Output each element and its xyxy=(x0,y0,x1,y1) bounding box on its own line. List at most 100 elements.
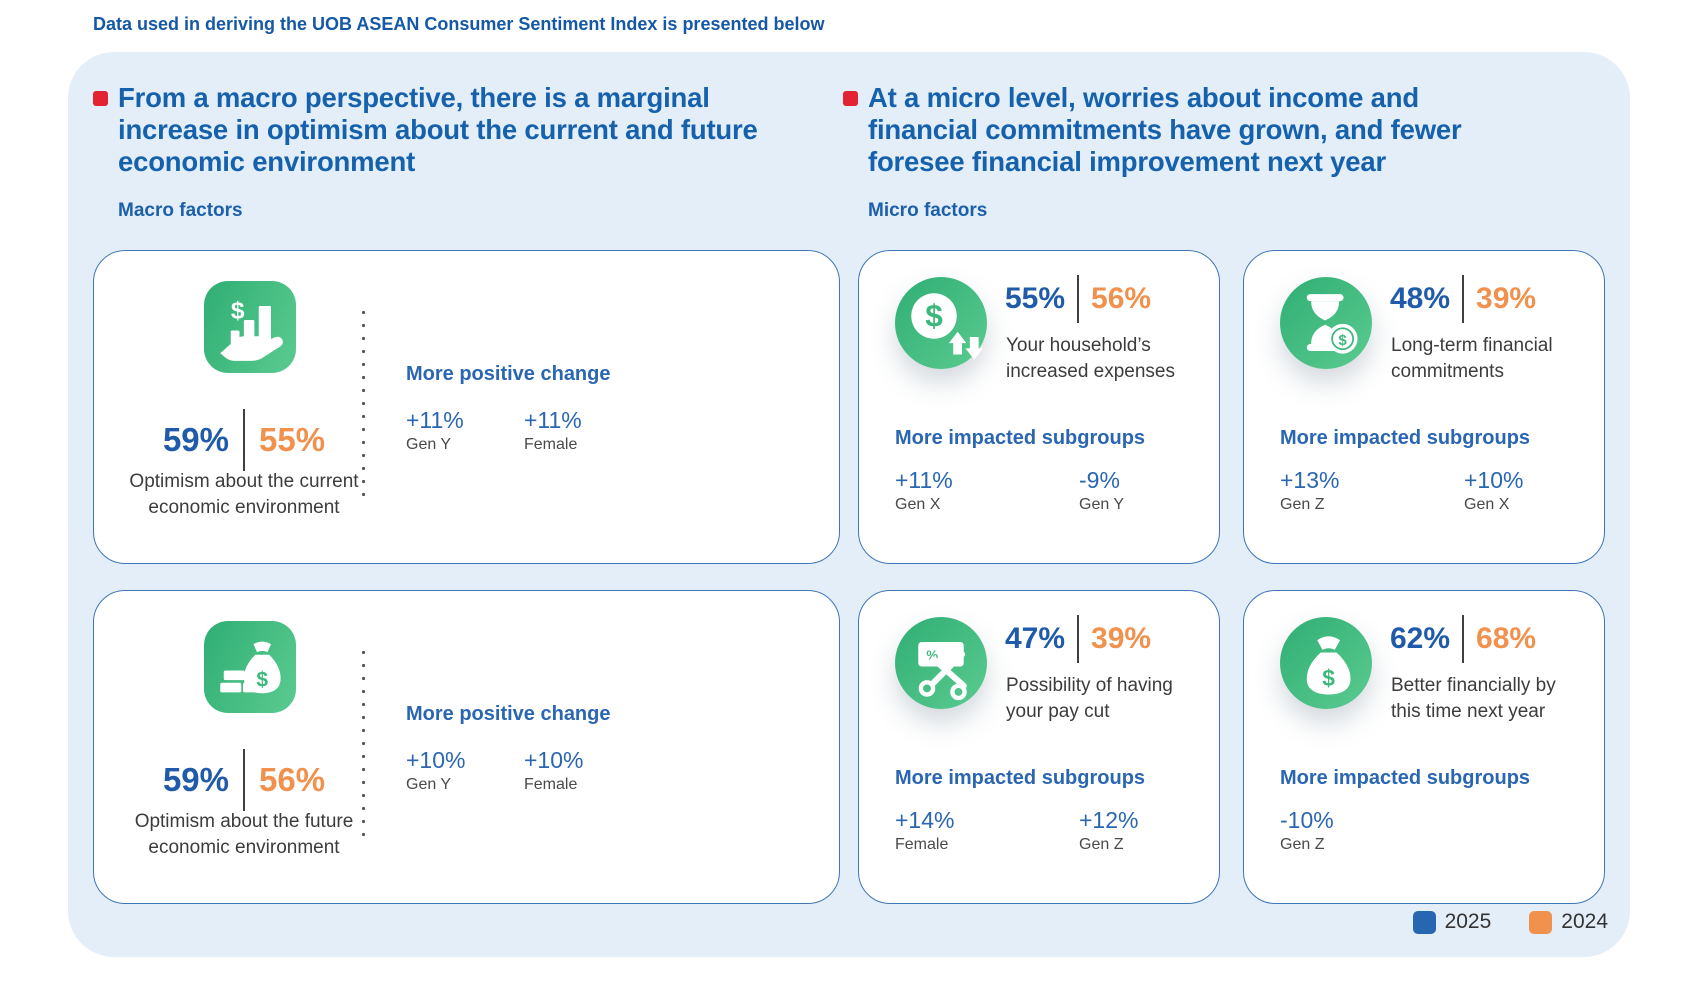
value-divider xyxy=(243,749,245,811)
hourglass-coin-icon: $ xyxy=(1280,277,1372,369)
percent-comparison: 62% 68% xyxy=(1390,615,1536,663)
subgroup-label: Gen Z xyxy=(1280,836,1325,853)
subgroup-item: +13% Gen Z xyxy=(1280,467,1339,514)
subgroup-item: +12% Gen Z xyxy=(1079,807,1138,854)
subgroup-title: More impacted subgroups xyxy=(895,767,1146,789)
macro-card-future-economy: $ 59% 56% Optimism about the future econ… xyxy=(93,590,840,904)
svg-text:$: $ xyxy=(231,297,245,324)
micro-heading-text: At a micro level, worries about income a… xyxy=(868,82,1462,178)
subgroup-item: +11% Gen Y xyxy=(406,407,464,454)
subgroup-label: Female xyxy=(524,776,578,793)
value-divider xyxy=(1077,275,1080,323)
legend-label-2025: 2025 xyxy=(1444,910,1492,933)
card-caption: Possibility of having your pay cut xyxy=(1006,675,1173,722)
subgroup-value: +11% xyxy=(406,407,464,433)
card-caption: Long-term financial commitments xyxy=(1391,335,1553,382)
subgroup-value: +14% xyxy=(895,807,955,833)
value-2024: 39% xyxy=(1476,282,1537,315)
micro-factors-label: Micro factors xyxy=(868,200,988,221)
subgroup-label: Gen Z xyxy=(1280,496,1325,513)
money-bag-icon: $ xyxy=(1280,617,1372,709)
subgroup-label: Gen Y xyxy=(406,776,452,793)
red-bullet-icon xyxy=(93,91,108,106)
card-caption: Optimism about the future economic envir… xyxy=(134,811,354,858)
subgroup-value: +10% xyxy=(524,747,584,773)
subgroup-value: -10% xyxy=(1280,807,1334,833)
subgroup-item: +11% Gen X xyxy=(895,467,953,514)
legend-label-2024: 2024 xyxy=(1561,910,1608,933)
value-2024: 39% xyxy=(1091,622,1152,655)
value-2024: 55% xyxy=(259,421,326,458)
percent-comparison: 55% 56% xyxy=(1005,275,1151,323)
value-divider xyxy=(243,409,245,471)
value-2025: 47% xyxy=(1005,622,1066,655)
legend: 2025 2024 xyxy=(1308,910,1608,934)
subgroup-title: More positive change xyxy=(406,703,611,725)
subgroup-label: Gen Y xyxy=(406,436,452,453)
macro-heading-text: From a macro perspective, there is a mar… xyxy=(118,82,758,178)
percent-comparison: 48% 39% xyxy=(1390,275,1536,323)
value-2024: 68% xyxy=(1476,622,1537,655)
subgroup-value: +10% xyxy=(406,747,466,773)
svg-text:$: $ xyxy=(256,668,268,691)
subgroup-value: +11% xyxy=(524,407,582,433)
subgroup-label: Female xyxy=(895,836,949,853)
micro-card-household-expenses: $ 55% 56% Your household’s increased exp… xyxy=(858,250,1220,564)
subgroup-label: Gen Z xyxy=(1079,836,1124,853)
dollar-up-down-arrows-icon: $ xyxy=(895,277,987,369)
legend-swatch-2024 xyxy=(1529,910,1553,934)
card-caption: Optimism about the current economic envi… xyxy=(129,471,359,518)
value-divider xyxy=(1462,615,1465,663)
subgroup-item: +10% Female xyxy=(524,747,583,794)
svg-text:$: $ xyxy=(1338,333,1347,349)
subgroup-label: Female xyxy=(524,436,578,453)
subgroup-item: +11% Female xyxy=(524,407,582,454)
subgroup-value: +13% xyxy=(1280,467,1340,493)
value-2024: 56% xyxy=(259,761,326,798)
value-2025: 48% xyxy=(1390,282,1451,315)
subgroup-item: +10% Gen X xyxy=(1464,467,1523,514)
value-2025: 59% xyxy=(162,421,229,458)
subgroup-item: -10% Gen Z xyxy=(1280,807,1334,854)
micro-card-longterm-commitments: $ 48% 39% Long-term financial commitment… xyxy=(1243,250,1605,564)
micro-heading: At a micro level, worries about income a… xyxy=(843,82,1508,179)
subgroup-item: +10% Gen Y xyxy=(406,747,465,794)
subgroup-item: -9% Gen Y xyxy=(1079,467,1124,514)
dotted-divider xyxy=(362,306,365,504)
svg-text:$: $ xyxy=(925,298,943,334)
micro-card-better-financially: $ 62% 68% Better financially by this tim… xyxy=(1243,590,1605,904)
value-2025: 55% xyxy=(1005,282,1066,315)
subgroup-label: Gen X xyxy=(1464,496,1510,513)
subgroup-value: +12% xyxy=(1079,807,1139,833)
card-caption: Your household’s increased expenses xyxy=(1006,335,1175,382)
subgroup-title: More impacted subgroups xyxy=(1280,427,1531,449)
pay-cut-scissors-icon: % xyxy=(895,617,987,709)
value-2024: 56% xyxy=(1091,282,1152,315)
subgroup-title: More positive change xyxy=(406,363,611,385)
macro-factors-label: Macro factors xyxy=(118,200,243,221)
value-divider xyxy=(1077,615,1080,663)
red-bullet-icon xyxy=(843,91,858,106)
subgroup-value: +10% xyxy=(1464,467,1524,493)
page-title: Data used in deriving the UOB ASEAN Cons… xyxy=(93,14,825,34)
value-2025: 62% xyxy=(1390,622,1451,655)
subgroup-value: +11% xyxy=(895,467,953,493)
dotted-divider xyxy=(362,646,365,844)
subgroup-item: +14% Female xyxy=(895,807,954,854)
legend-swatch-2025 xyxy=(1412,910,1436,934)
main-panel: From a macro perspective, there is a mar… xyxy=(68,52,1630,957)
subgroup-title: More impacted subgroups xyxy=(895,427,1146,449)
percent-comparison: 59% 56% xyxy=(94,749,394,811)
legend-item-2024: 2024 xyxy=(1529,910,1608,934)
macro-heading: From a macro perspective, there is a mar… xyxy=(93,82,758,179)
percent-comparison: 59% 55% xyxy=(94,409,394,471)
dollar-bars-hand-icon: $ xyxy=(204,281,296,373)
value-2025: 59% xyxy=(162,761,229,798)
legend-item-2025: 2025 xyxy=(1412,910,1492,934)
value-divider xyxy=(1462,275,1465,323)
subgroup-value: -9% xyxy=(1079,467,1120,493)
subgroup-title: More impacted subgroups xyxy=(1280,767,1531,789)
percent-comparison: 47% 39% xyxy=(1005,615,1151,663)
macro-card-current-economy: $ 59% 55% Optimism about the current eco… xyxy=(93,250,840,564)
subgroup-label: Gen Y xyxy=(1079,496,1125,513)
